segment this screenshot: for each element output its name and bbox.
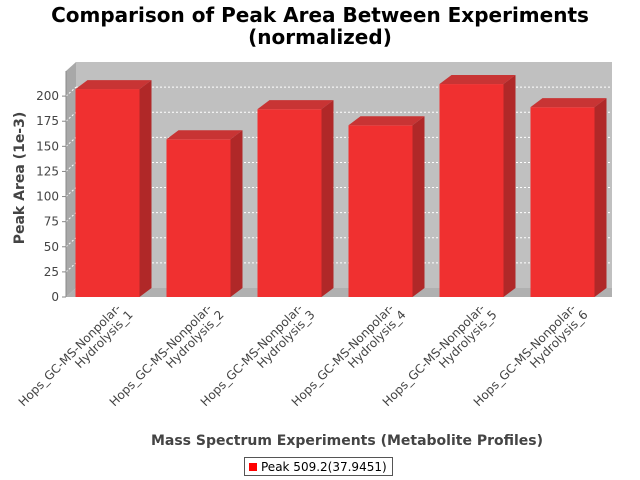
plot-back-wall	[76, 62, 612, 288]
y-tick-label: 125	[36, 164, 59, 178]
bar-front	[257, 109, 322, 298]
chart-title-line-2: (normalized)	[248, 25, 392, 49]
bar	[257, 100, 334, 298]
plot-left-wall	[66, 62, 76, 297]
bar-front	[348, 125, 413, 298]
y-axis-label: Peak Area (1e-3)	[12, 112, 28, 245]
bar-top	[439, 75, 516, 85]
gridlines	[65, 86, 612, 273]
bar-front	[75, 89, 140, 297]
bar-top	[75, 80, 152, 90]
legend-swatch	[249, 462, 257, 471]
x-axis-label: Mass Spectrum Experiments (Metabolite Pr…	[151, 433, 543, 449]
y-axis: 0 25 50 75 100 125 150 175 200	[36, 71, 67, 304]
bar	[166, 130, 243, 297]
bar-top	[530, 98, 607, 108]
bar-side	[594, 98, 607, 297]
bar-top	[348, 116, 425, 126]
y-tick-label: 175	[36, 114, 59, 128]
bar-side	[321, 100, 334, 298]
bar-top	[166, 130, 243, 140]
bars	[75, 75, 607, 298]
y-tick-label: 25	[44, 265, 59, 279]
bar-front	[439, 84, 504, 298]
bar-side	[503, 75, 516, 298]
y-tick-label: 75	[44, 215, 59, 229]
y-tick-label: 50	[44, 240, 59, 254]
bar-front	[530, 107, 595, 297]
bar-side	[230, 130, 243, 297]
y-tick-label: 100	[36, 190, 59, 204]
chart-title-line-1: Comparison of Peak Area Between Experime…	[51, 3, 589, 27]
bar	[348, 116, 425, 298]
legend-label: Peak 509.2(37.9451)	[261, 459, 387, 474]
bar-front	[166, 139, 231, 297]
x-axis: Hops_GC-MS-Nonpolar-Hydrolysis_1Hops_GC-…	[16, 301, 591, 409]
bar	[439, 75, 516, 298]
y-tick-label: 150	[36, 139, 59, 153]
bar-side	[139, 80, 152, 297]
bar	[530, 98, 607, 297]
bar-side	[412, 116, 425, 298]
y-tick-label: 0	[51, 290, 59, 304]
y-tick-label: 200	[36, 89, 59, 103]
legend: Peak 509.2(37.9451)	[244, 457, 393, 476]
bar	[75, 80, 152, 297]
bar-top	[257, 100, 334, 110]
